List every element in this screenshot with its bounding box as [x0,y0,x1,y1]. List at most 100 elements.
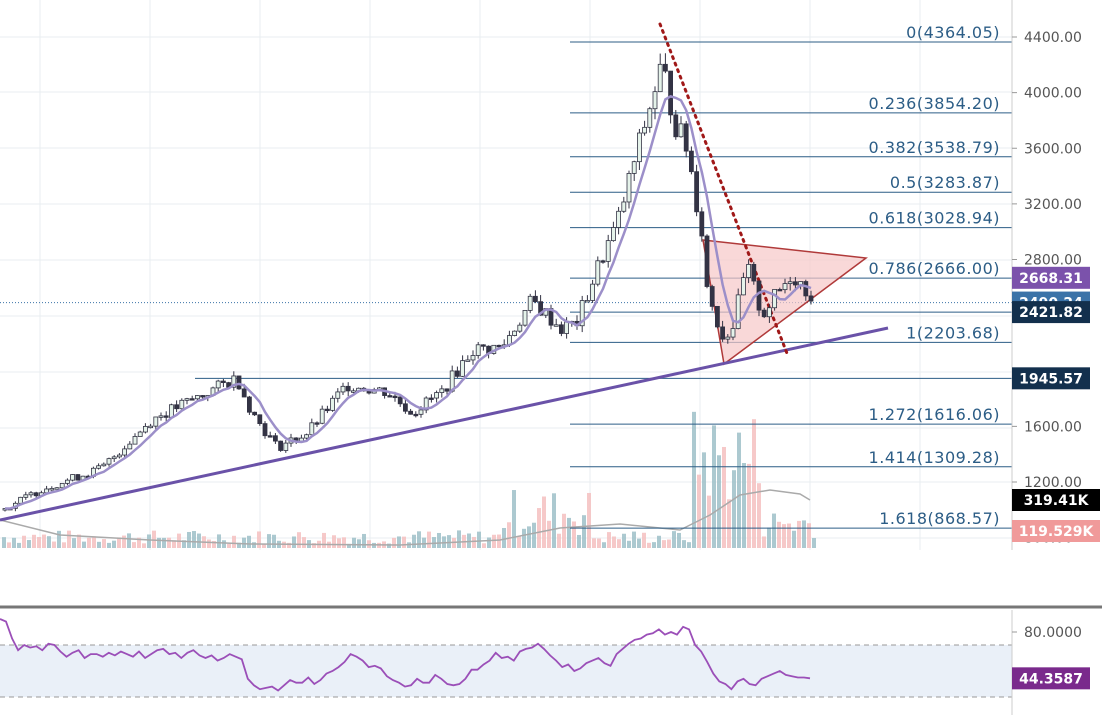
volume-bar [47,536,51,548]
volume-bar [22,535,26,548]
candle-body [527,295,533,311]
candle-body [96,465,101,469]
candle-body [777,289,783,292]
candle-body [319,408,325,424]
candle-body [683,123,689,152]
volume-bar [567,517,571,548]
candle-body [772,289,777,309]
volume-bar [212,540,216,548]
volume-bar [802,520,806,548]
volume-bar [52,541,56,548]
price-candles [2,53,814,512]
candle-body [168,404,174,418]
volume-bar [732,470,736,548]
candle-body [220,380,226,384]
fib-label-0: 0(4364.05) [906,23,1000,42]
volume-bar [437,532,441,548]
candle-body [117,454,122,458]
volume-bar [312,543,316,548]
candle-body [663,63,668,72]
price-tick-label-4: 2800.00 [1024,253,1082,269]
candle-body [236,375,242,390]
volume-bar [467,533,471,548]
candle-body [65,479,70,484]
volume-bar [112,540,116,548]
candle-body [137,431,143,437]
candle-body [564,321,569,334]
candle-body [330,397,336,411]
volume-bar [792,530,796,548]
candle-body [605,240,611,262]
volume-bar [207,539,211,548]
volume-bar [662,540,666,548]
candle-body [262,423,268,437]
volume-bar [92,536,96,548]
candle-body [231,375,237,388]
candle-body [283,442,289,451]
volume-bars [2,411,816,548]
volume-bar [492,534,496,548]
volume-bar [222,540,226,548]
candle-body [49,488,55,491]
volume-bar [667,539,671,548]
volume-bar [652,542,656,548]
volume-badge-0 [1012,489,1100,511]
volume-bar [402,536,406,548]
candle-body [668,70,673,116]
volume-bar [762,536,766,548]
volume-bar [597,538,601,548]
candle-body [678,123,684,138]
volume-bar [532,522,536,548]
volume-bar [682,540,686,548]
rsi-axis-ticks: 80.0000 [1012,625,1082,641]
candle-body [408,410,414,415]
candle-body [470,355,476,361]
fib-label-8: 1.414(1309.28) [869,448,1000,467]
volume-bar [727,499,731,548]
volume-bar [707,495,711,548]
volume-bar [12,537,16,548]
fib-label-5: 0.786(2666.00) [869,259,1000,278]
candle-body [314,422,320,425]
volume-bar [502,527,506,548]
price-tick-label-2: 3600.00 [1024,141,1082,157]
rsi-tick-label-0: 80.0000 [1024,625,1082,641]
volume-bar [142,543,146,548]
candle-body [517,324,523,332]
candle-body [387,395,393,398]
price-tick-label-1: 4000.00 [1024,86,1082,102]
volume-bar [357,539,361,548]
candle-body [694,171,699,213]
candle-body [397,396,403,405]
candle-body [142,425,148,433]
candle-body [163,415,169,418]
candle-body [553,324,559,327]
volume-bar [542,496,546,548]
volume-bar [612,536,616,548]
volume-bar [787,523,791,548]
volume-bar [717,455,721,548]
price-badge-label-3: 1945.57 [1019,371,1083,387]
candle-body [184,398,190,401]
volume-bar [547,520,551,548]
candle-body [215,380,221,389]
volume-bar [72,538,76,548]
candle-body [423,397,429,411]
candle-body [59,482,65,489]
volume-bar [107,542,111,548]
candle-body [350,390,356,393]
volume-bar [617,539,621,548]
volume-bar [397,536,401,548]
candle-body [522,309,528,326]
volume-bar [172,540,176,548]
volume-bar [482,543,486,548]
volume-bar [262,543,266,548]
candle-body [70,474,75,481]
volume-bar [337,538,341,548]
volume-bar [297,532,301,548]
candle-body [444,388,450,392]
candle-body [434,392,440,399]
volume-bar [152,530,156,548]
volume-bar [772,513,776,548]
volume-bar [602,542,606,548]
